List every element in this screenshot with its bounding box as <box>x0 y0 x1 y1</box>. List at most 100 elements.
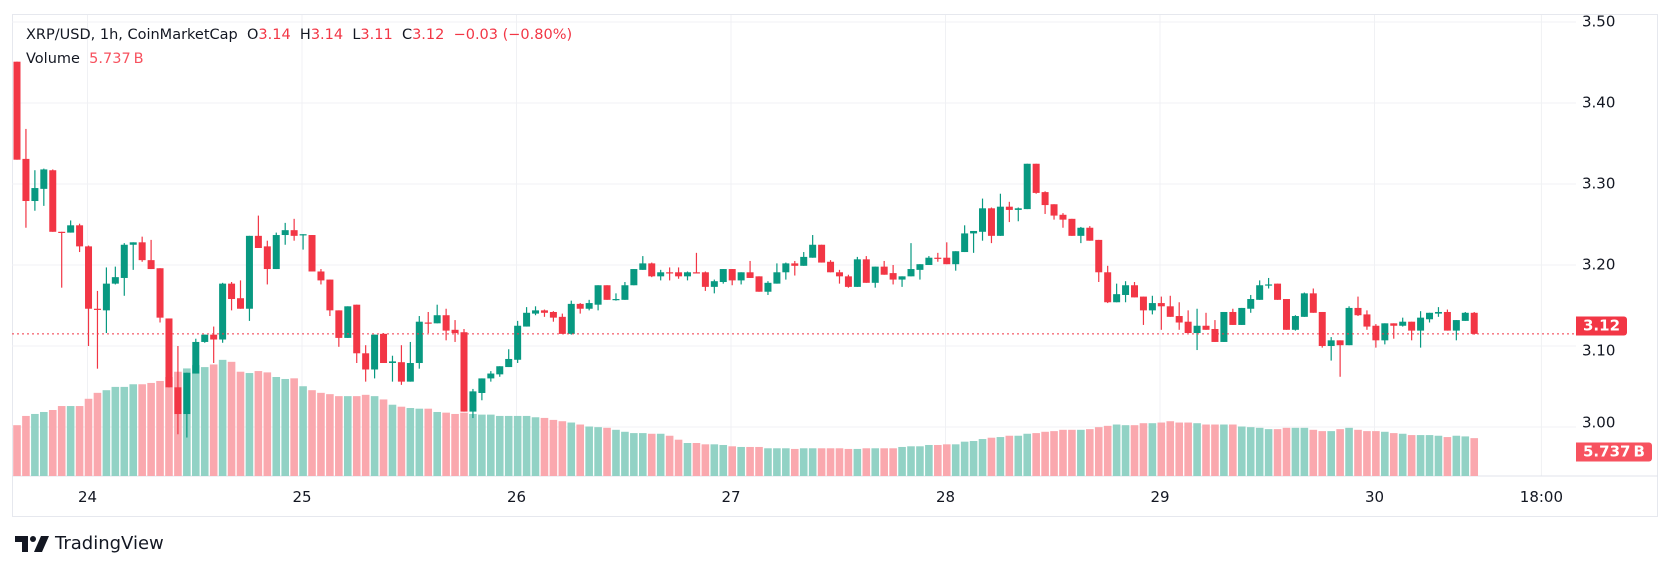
candle-body <box>433 315 441 324</box>
candle-body <box>594 285 602 305</box>
volume-bar <box>1443 437 1452 476</box>
volume-bar <box>1309 429 1318 476</box>
candle-body <box>1363 314 1371 327</box>
volume-bar <box>1041 431 1049 476</box>
volume-bar <box>1372 431 1380 476</box>
volume-bar <box>272 377 281 476</box>
volume-bar <box>84 398 93 476</box>
time-tick-label: 29 <box>1150 488 1170 506</box>
candle-body <box>818 244 826 263</box>
candle-body <box>487 373 495 379</box>
volume-bar <box>1389 433 1398 476</box>
volume-bar <box>1381 431 1389 476</box>
high-value: 3.14 <box>310 27 344 43</box>
volume-bar <box>719 444 728 476</box>
volume-bar <box>1246 427 1255 476</box>
volume-bar <box>1434 435 1443 476</box>
candle-body <box>1408 321 1416 331</box>
candle-body <box>93 308 101 310</box>
volume-bar <box>576 424 585 476</box>
price-tick-label: 3.10 <box>1582 341 1616 360</box>
candle-body <box>514 325 522 360</box>
candle-body <box>898 276 906 280</box>
candle-body <box>844 276 852 287</box>
volume-bar <box>1175 422 1183 476</box>
volume-bar <box>639 433 647 476</box>
volume-bar <box>951 444 960 476</box>
volume-bar <box>1264 429 1273 476</box>
volume-bar <box>478 414 486 476</box>
volume-bar <box>1077 429 1085 476</box>
candle-body <box>943 257 951 265</box>
candle-body <box>1470 312 1478 334</box>
candle-body <box>156 268 164 318</box>
candle-body <box>344 306 352 338</box>
volume-bar <box>1461 436 1470 476</box>
candle-body <box>970 230 978 234</box>
candle-body <box>1050 204 1058 216</box>
candle-body <box>478 378 486 393</box>
volume-bar <box>880 448 888 476</box>
candle-body <box>469 391 477 412</box>
volume-bar <box>1407 435 1416 476</box>
candle-body <box>58 231 66 233</box>
candle-body <box>621 285 629 300</box>
volume-bar <box>352 396 361 476</box>
candle-body <box>1390 323 1398 326</box>
candle-body <box>907 269 915 277</box>
volume-bar <box>1148 423 1157 476</box>
candle-body <box>1399 321 1407 326</box>
volume-bar <box>1050 431 1058 476</box>
candle-body <box>1175 316 1183 323</box>
volume-bar <box>1345 427 1353 476</box>
volume-bar <box>40 411 48 476</box>
volume-bar <box>1103 425 1112 476</box>
candle-body <box>1247 299 1255 309</box>
time-tick-label: 30 <box>1364 488 1385 506</box>
candle-body <box>1300 293 1308 317</box>
volume-bar <box>218 359 227 476</box>
candle-body <box>1336 340 1344 346</box>
candle-body <box>406 363 414 382</box>
candle-body <box>237 298 244 309</box>
high-label: H <box>299 27 311 43</box>
open-label: O <box>246 27 259 43</box>
candle-body <box>576 303 584 309</box>
candle-body <box>380 333 388 364</box>
volume-bar <box>22 415 30 476</box>
volume-bar <box>522 415 531 476</box>
candle-body <box>1256 285 1264 300</box>
close-value: 3.12 <box>412 27 445 43</box>
volume-bar <box>987 437 996 476</box>
volume-bar <box>1470 438 1479 476</box>
candle-body <box>1417 317 1425 331</box>
candle-body <box>701 272 709 287</box>
candle-body <box>728 269 736 281</box>
volume-bar <box>156 380 164 476</box>
candle-body <box>1265 284 1273 286</box>
price-tick-label: 3.00 <box>1582 413 1616 432</box>
candle-body <box>1077 227 1085 236</box>
volume-bar <box>487 414 495 476</box>
candle-body <box>22 158 30 202</box>
volume-bar <box>978 439 987 476</box>
candle-body <box>415 321 423 364</box>
volume-bar <box>290 378 298 476</box>
brand-name: TradingView <box>55 533 164 554</box>
tradingview-logo[interactable]: TradingView <box>15 533 164 554</box>
volume-bar <box>1282 427 1291 476</box>
volume-bar <box>773 448 781 476</box>
volume-bar <box>764 448 772 476</box>
volume-bar <box>907 446 915 476</box>
volume-bar <box>647 433 656 476</box>
candle-body <box>558 316 566 334</box>
volume-bar <box>236 371 245 476</box>
volume-bar <box>1318 431 1327 476</box>
volume-value: 5.737 B <box>89 51 144 67</box>
volume-bar <box>1139 423 1148 476</box>
volume-bar <box>1327 431 1335 476</box>
candle-body <box>1229 311 1237 325</box>
volume-bar <box>1202 424 1210 476</box>
candle-body <box>201 334 209 342</box>
